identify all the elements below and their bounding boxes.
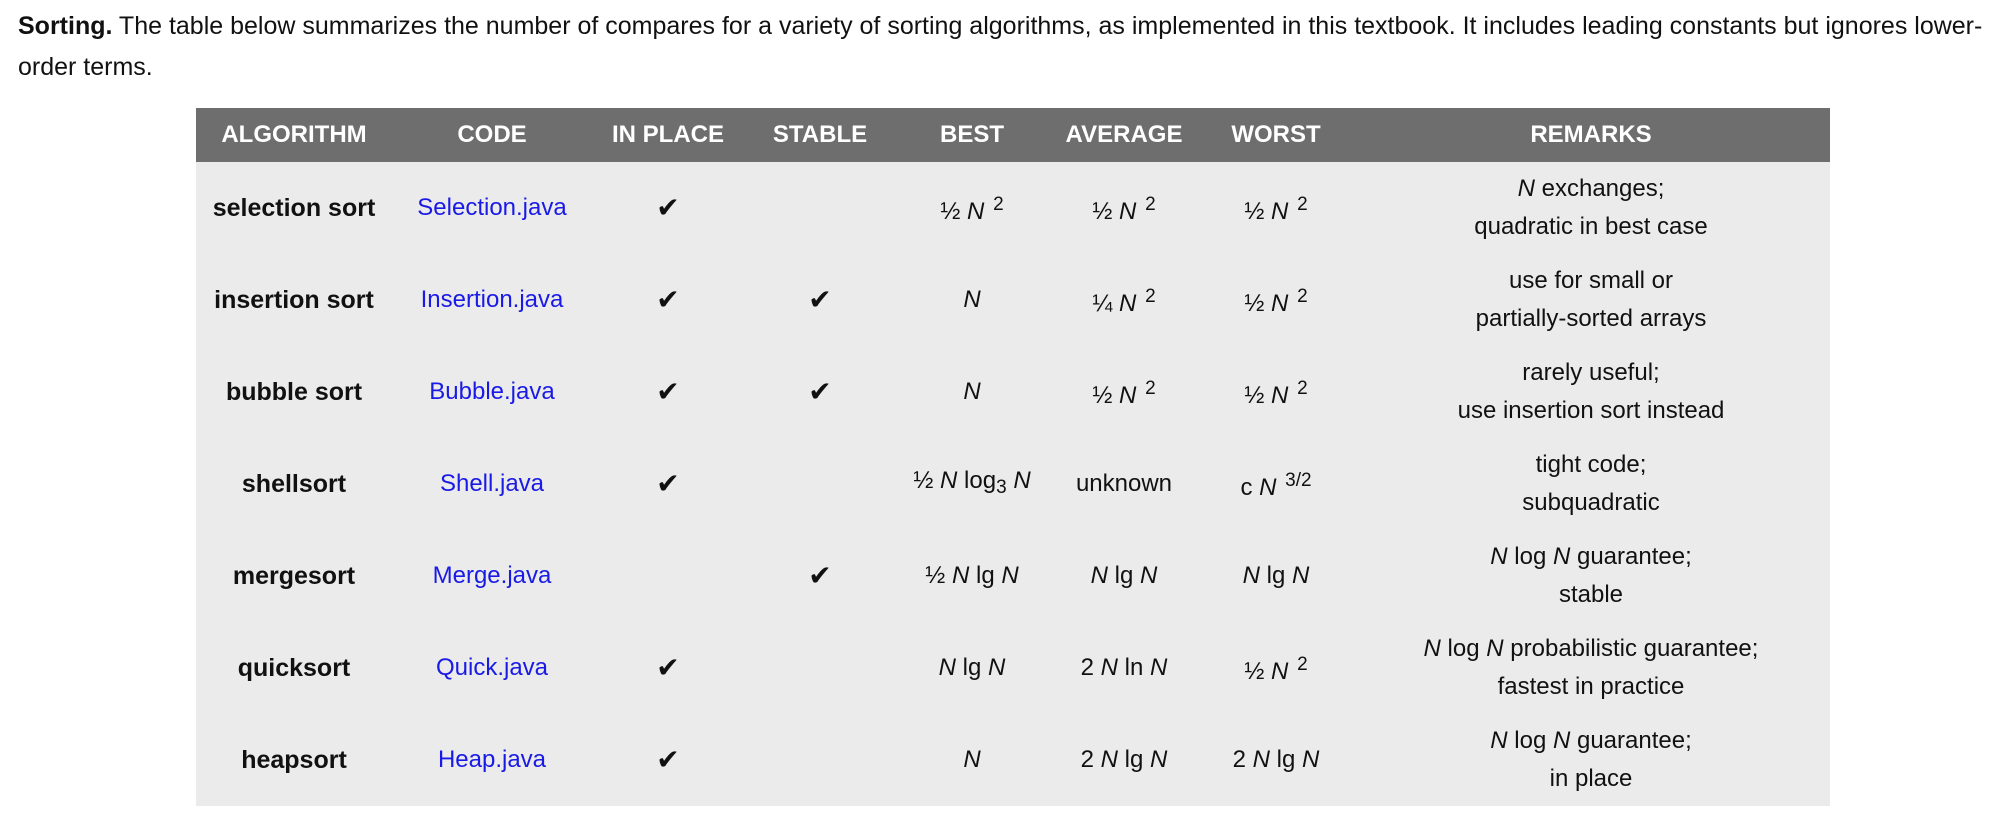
table-row: quicksort Quick.java ✔ N lg N 2 N ln N ½ N 2 N… bbox=[196, 622, 1830, 714]
code-link[interactable]: Shell.java bbox=[439, 470, 545, 497]
remark-line: subquadratic bbox=[1522, 489, 1660, 516]
algorithm-name: insertion sort bbox=[214, 286, 374, 314]
algorithm-name: selection sort bbox=[212, 194, 376, 222]
remark-line: stable bbox=[1558, 581, 1624, 608]
remarks: rarely useful; use insertion sort instead bbox=[1352, 354, 1830, 430]
in-place-check: ✔ bbox=[656, 468, 680, 499]
code-cell: Heap.java bbox=[392, 741, 592, 779]
remark-line: N exchanges; bbox=[1517, 175, 1665, 202]
average-case: ½ N 2 bbox=[1092, 193, 1156, 225]
remarks: N log N guarantee; stable bbox=[1352, 538, 1830, 614]
remarks: use for small or partially-sorted arrays bbox=[1352, 262, 1830, 338]
header-stable: STABLE bbox=[772, 121, 868, 148]
remark-line: N log N probabilistic guarantee; bbox=[1423, 635, 1759, 662]
worst-case: ½ N 2 bbox=[1244, 653, 1308, 685]
remarks: tight code; subquadratic bbox=[1352, 446, 1830, 522]
table-body: selection sort Selection.java ✔ ½ N 2 ½ N 2 ½… bbox=[196, 162, 1830, 806]
best-case: N lg N bbox=[938, 654, 1006, 681]
intro-lead: Sorting. bbox=[18, 12, 113, 40]
remark-line: fastest in practice bbox=[1497, 673, 1685, 700]
code-cell: Insertion.java bbox=[392, 281, 592, 319]
worst-case: ½ N 2 bbox=[1244, 377, 1308, 409]
table-row: shellsort Shell.java ✔ ½ N log3 N unknown c N… bbox=[196, 438, 1830, 530]
header-in-place: IN PLACE bbox=[611, 121, 724, 148]
remark-line: partially-sorted arrays bbox=[1475, 305, 1707, 332]
worst-case: 2 N lg N bbox=[1232, 746, 1320, 773]
best-case: N bbox=[963, 746, 981, 773]
in-place-check: ✔ bbox=[656, 744, 680, 775]
code-cell: Bubble.java bbox=[392, 373, 592, 411]
remark-line: use insertion sort instead bbox=[1457, 397, 1725, 424]
in-place-check: ✔ bbox=[656, 284, 680, 315]
code-link[interactable]: Bubble.java bbox=[429, 378, 555, 405]
worst-case: N lg N bbox=[1242, 562, 1310, 589]
code-cell: Selection.java bbox=[392, 189, 592, 227]
header-algorithm: ALGORITHM bbox=[221, 121, 367, 148]
best-case: ½ N lg N bbox=[925, 562, 1019, 589]
stable-check: ✔ bbox=[808, 376, 832, 407]
average-case: 2 N lg N bbox=[1080, 746, 1168, 773]
table-row: heapsort Heap.java ✔ N 2 N lg N 2 N lg N N log… bbox=[196, 714, 1830, 806]
table-row: mergesort Merge.java ✔ ½ N lg N N lg N N lg N… bbox=[196, 530, 1830, 622]
remark-line: tight code; bbox=[1535, 451, 1647, 478]
header-average: AVERAGE bbox=[1065, 121, 1183, 148]
remark-line: quadratic in best case bbox=[1474, 213, 1708, 240]
best-case: ½ N log3 N bbox=[913, 466, 1031, 498]
table-row: selection sort Selection.java ✔ ½ N 2 ½ N 2 ½… bbox=[196, 162, 1830, 254]
average-case: unknown bbox=[1075, 470, 1173, 497]
remark-line: use for small or bbox=[1508, 267, 1674, 294]
intro-text: The table below summarizes the number of… bbox=[18, 12, 1983, 81]
table-row: bubble sort Bubble.java ✔ ✔ N ½ N 2 ½ N 2 rarel… bbox=[196, 346, 1830, 438]
remark-line: N log N guarantee; bbox=[1490, 727, 1692, 754]
code-link[interactable]: Heap.java bbox=[437, 746, 547, 773]
header-worst: WORST bbox=[1231, 121, 1321, 148]
intro-paragraph: Sorting. The table below summarizes the … bbox=[18, 6, 2008, 88]
in-place-check: ✔ bbox=[656, 192, 680, 223]
remark-line: in place bbox=[1549, 765, 1633, 792]
algorithm-name: quicksort bbox=[237, 654, 351, 682]
code-link[interactable]: Insertion.java bbox=[420, 286, 564, 313]
best-case: ½ N 2 bbox=[940, 193, 1004, 225]
table-header: ALGORITHM CODE IN PLACE STABLE BEST AVER… bbox=[196, 108, 1830, 162]
average-case: ¼ N 2 bbox=[1092, 285, 1156, 317]
worst-case: ½ N 2 bbox=[1244, 193, 1308, 225]
code-cell: Merge.java bbox=[392, 557, 592, 595]
header-remarks: REMARKS bbox=[1530, 121, 1652, 148]
code-link[interactable]: Selection.java bbox=[417, 194, 567, 221]
code-link[interactable]: Merge.java bbox=[432, 562, 552, 589]
remarks: N log N guarantee; in place bbox=[1352, 722, 1830, 798]
best-case: N bbox=[963, 378, 981, 405]
code-link[interactable]: Quick.java bbox=[435, 654, 549, 681]
average-case: ½ N 2 bbox=[1092, 377, 1156, 409]
average-case: N lg N bbox=[1090, 562, 1158, 589]
algorithm-name: heapsort bbox=[241, 746, 347, 774]
remark-line: N log N guarantee; bbox=[1490, 543, 1692, 570]
worst-case: ½ N 2 bbox=[1244, 285, 1308, 317]
stable-check: ✔ bbox=[808, 284, 832, 315]
header-code: CODE bbox=[457, 121, 527, 148]
average-case: 2 N ln N bbox=[1080, 654, 1168, 681]
in-place-check: ✔ bbox=[656, 652, 680, 683]
header-best: BEST bbox=[939, 121, 1004, 148]
sorting-table: ALGORITHM CODE IN PLACE STABLE BEST AVER… bbox=[196, 108, 1830, 806]
algorithm-name: shellsort bbox=[241, 470, 347, 498]
algorithm-name: mergesort bbox=[232, 562, 356, 590]
table-row: insertion sort Insertion.java ✔ ✔ N ¼ N 2 ½ N … bbox=[196, 254, 1830, 346]
remarks: N log N probabilistic guarantee; fastest … bbox=[1352, 630, 1830, 706]
stable-check: ✔ bbox=[808, 560, 832, 591]
code-cell: Shell.java bbox=[392, 465, 592, 503]
remarks: N exchanges; quadratic in best case bbox=[1352, 170, 1830, 246]
algorithm-name: bubble sort bbox=[225, 378, 363, 406]
remark-line: rarely useful; bbox=[1522, 359, 1660, 386]
best-case: N bbox=[963, 286, 981, 313]
worst-case: c N 3/2 bbox=[1240, 469, 1312, 501]
code-cell: Quick.java bbox=[392, 649, 592, 687]
in-place-check: ✔ bbox=[656, 376, 680, 407]
